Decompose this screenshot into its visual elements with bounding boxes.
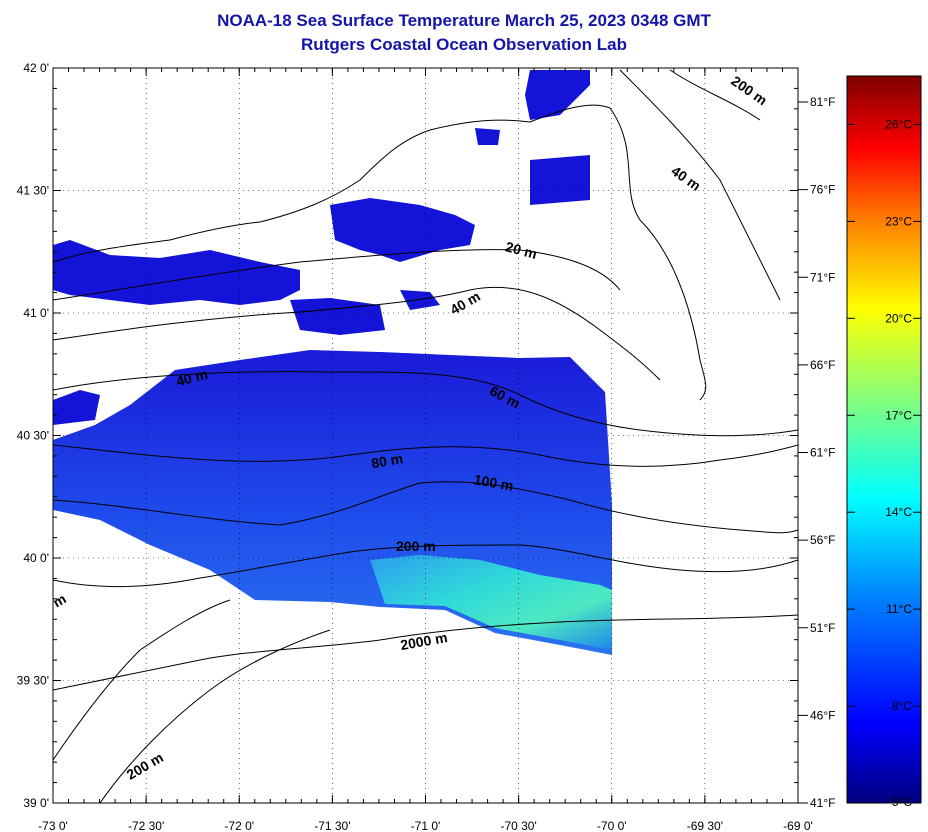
lon-tick-label: -69 30' (687, 819, 723, 832)
lat-tick-label: 39 30' (17, 674, 49, 688)
fahrenheit-tick-label: 81°F (810, 95, 835, 109)
lat-tick-label: 42 0' (23, 61, 49, 75)
isobath-40m-shelf (53, 286, 661, 381)
lon-tick-label: -72 30' (128, 819, 164, 832)
sst-patch-north-5 (290, 298, 385, 335)
sst-data-layer (53, 70, 612, 655)
colorbar (846, 75, 922, 804)
isobath-200m-ne (669, 69, 761, 121)
latitude-labels: 42 0' 41 30' 41 0' 40 30' 40 0' 39 30' 39 0' (17, 61, 49, 810)
celsius-tick-label: 20°C (885, 311, 912, 325)
isobath-label: 200 m (124, 749, 166, 783)
fahrenheit-tick-label: 61°F (810, 446, 835, 460)
sst-patch-north-8 (475, 128, 500, 145)
fahrenheit-tick-label: 51°F (810, 621, 835, 635)
isobath-label: 20 m (504, 238, 539, 262)
fahrenheit-tick-label: 71°F (810, 270, 835, 284)
isobath-40m-east (619, 69, 781, 301)
isobath-label: 40 m (447, 288, 483, 318)
sst-patch-north-2 (330, 198, 475, 262)
isobath-60m (53, 371, 798, 437)
fahrenheit-tick-label: 56°F (810, 533, 835, 547)
isobath-label: 40 m (174, 366, 209, 390)
sst-patch-north-3 (525, 70, 590, 120)
lon-tick-label: -72 0' (224, 819, 254, 832)
fahrenheit-tick-label: 41°F (810, 796, 835, 810)
fahrenheit-tick-label: 46°F (810, 708, 835, 722)
isobath-label: 100 m (473, 471, 515, 494)
sst-patch-north-4 (530, 155, 590, 205)
lat-tick-label: 39 0' (23, 796, 49, 810)
lon-tick-label: -70 0' (597, 819, 627, 832)
celsius-tick-label: 5°C (892, 795, 912, 809)
isobath-label: 200 m (396, 538, 436, 554)
lon-tick-label: -70 30' (500, 819, 536, 832)
coastline-cape (609, 107, 707, 401)
page-title: NOAA-18 Sea Surface Temperature March 25… (217, 11, 711, 30)
axis-ticks (52, 67, 799, 804)
colorbar-labels: 26°C 23°C 20°C 17°C 14°C 11°C 8°C 5°C (847, 117, 921, 809)
lat-tick-label: 40 0' (23, 551, 49, 565)
celsius-tick-label: 8°C (892, 699, 912, 713)
isobath-label: 80 m (370, 450, 404, 471)
isobath-200m (53, 544, 798, 588)
isobath-label: 2000 m (399, 629, 449, 653)
lon-tick-label: -71 30' (314, 819, 350, 832)
isobath-100m (53, 481, 798, 534)
sst-patch-north-6 (53, 390, 100, 425)
isobath-20m (53, 249, 621, 301)
contour-lines (53, 69, 798, 803)
lon-tick-label: -73 0' (38, 819, 68, 832)
isobath-200m-sw (53, 599, 231, 761)
isobath-2000m (53, 614, 798, 691)
sst-warm-band (370, 555, 612, 650)
celsius-tick-label: 14°C (885, 505, 912, 519)
isobath-label: 40 m (668, 162, 703, 193)
sst-patch-north-1 (53, 240, 300, 305)
celsius-tick-label: 11°C (886, 602, 912, 616)
celsius-tick-label: 17°C (885, 408, 912, 422)
fahrenheit-tick-label: 66°F (810, 358, 835, 372)
isobath-80m (53, 444, 798, 467)
isobath-deep-sw (99, 629, 331, 803)
fahrenheit-labels: 81°F 76°F 71°F 66°F 61°F 56°F 51°F 46°F 41°F (798, 95, 835, 810)
sst-patch-north-7 (400, 290, 440, 310)
lat-tick-label: 41 30' (17, 184, 49, 198)
lat-tick-label: 40 30' (17, 429, 49, 443)
lat-tick-label: 41 0' (23, 306, 49, 320)
celsius-tick-label: 23°C (885, 214, 912, 228)
lon-tick-label: -69 0' (783, 819, 813, 832)
fahrenheit-tick-label: 76°F (810, 183, 835, 197)
coastline (53, 104, 611, 263)
lon-tick-label: -71 0' (411, 819, 441, 832)
longitude-labels: -73 0' -72 30' -72 0' -71 30' -71 0' -70 30' -… (38, 819, 813, 832)
isobath-label: 200 m (728, 72, 770, 108)
page-subtitle: Rutgers Coastal Ocean Observation Lab (301, 35, 627, 54)
celsius-tick-label: 26°C (885, 117, 912, 131)
